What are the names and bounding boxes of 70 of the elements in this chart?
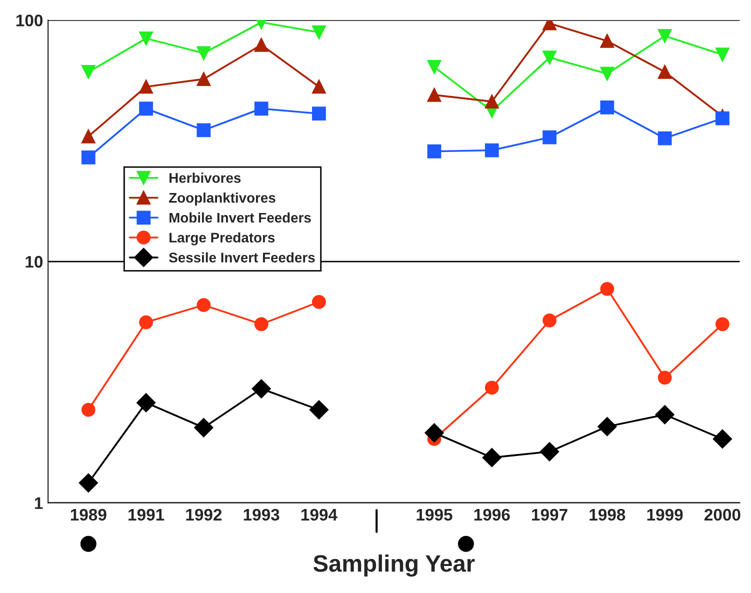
point (484, 143, 499, 158)
point (716, 48, 730, 62)
point (658, 131, 672, 146)
point (427, 60, 442, 74)
point (484, 380, 499, 395)
point (600, 34, 614, 48)
point (194, 418, 214, 438)
point (427, 144, 442, 158)
point (427, 88, 442, 102)
point (600, 66, 614, 81)
point (139, 80, 153, 94)
point (716, 111, 730, 126)
x-tick-label: 1989 (70, 508, 106, 521)
point (254, 317, 268, 332)
point (78, 473, 98, 492)
point (196, 123, 211, 138)
point (196, 298, 211, 312)
x-axis-title: Sampling Year (313, 554, 475, 577)
point (81, 402, 96, 417)
point (712, 429, 732, 448)
point (312, 80, 326, 94)
y-tick-label: 100 (16, 14, 43, 26)
point (542, 130, 556, 144)
y-tick-label: 10 (26, 256, 43, 268)
point (655, 405, 674, 424)
point (540, 442, 560, 462)
point (312, 294, 326, 309)
point (484, 94, 499, 108)
x-tick-label: 1999 (647, 508, 683, 521)
point (254, 38, 268, 52)
point (600, 282, 614, 296)
point (658, 29, 672, 43)
point (196, 46, 211, 60)
point (139, 315, 153, 330)
point (658, 65, 672, 79)
x-tick-label: 2000 (704, 508, 740, 521)
point (309, 400, 328, 420)
x-tick-label: 1997 (532, 508, 568, 521)
x-tick-label: 1998 (590, 508, 626, 521)
point (139, 31, 153, 46)
point (81, 65, 96, 79)
point (716, 317, 730, 332)
point (424, 423, 444, 442)
point (312, 106, 326, 121)
legend-label: Herbivores (170, 172, 241, 183)
x-tick-label: 1995 (416, 508, 452, 521)
point (252, 379, 271, 398)
x-tick-label: 1992 (186, 508, 222, 521)
x-tick-label: 1991 (128, 508, 164, 521)
point (136, 393, 156, 412)
x-tick-label: 1994 (301, 508, 338, 521)
point (658, 370, 672, 385)
legend-label: Zooplanktivores (169, 192, 276, 206)
point (139, 102, 153, 116)
legend-label: Large Predators (170, 232, 275, 246)
y-tick-label: 1 (34, 497, 43, 509)
point (196, 72, 211, 86)
point (542, 313, 556, 328)
point (482, 448, 502, 468)
point (542, 50, 556, 64)
legend-label: Sessile Invert Feeders (169, 252, 315, 262)
point (312, 25, 326, 40)
x-tick-label: 1996 (474, 508, 510, 521)
point (254, 102, 268, 116)
x-tick-label: 1993 (244, 508, 280, 521)
legend-label: Mobile Invert Feeders (170, 212, 311, 223)
point (81, 150, 96, 164)
point (598, 417, 617, 436)
point (81, 129, 96, 144)
point (600, 100, 614, 114)
